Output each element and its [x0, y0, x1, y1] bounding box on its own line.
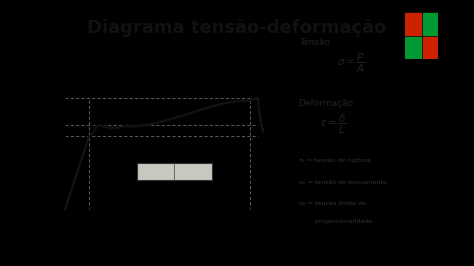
Text: região plástica: região plástica [146, 227, 192, 233]
Text: região
elástica: região elástica [65, 227, 89, 238]
Text: Deformação: Deformação [299, 99, 354, 109]
Text: $\delta$: $\delta$ [196, 192, 203, 203]
Text: σᵣ = tensão de ruptura: σᵣ = tensão de ruptura [299, 158, 370, 163]
Text: $\sigma_r$: $\sigma_r$ [48, 93, 58, 103]
Text: O: O [53, 212, 60, 221]
Text: B: B [100, 114, 105, 123]
Text: σₚ = tensão limite de: σₚ = tensão limite de [299, 201, 365, 206]
Bar [422, 13, 438, 35]
Bar [405, 38, 420, 60]
Bar [422, 38, 438, 60]
Text: $\sigma_e$: $\sigma_e$ [48, 120, 58, 130]
Text: Tensão: Tensão [299, 38, 329, 47]
Text: L: L [165, 192, 170, 201]
Text: $\sigma = \dfrac{P}{A}$: $\sigma = \dfrac{P}{A}$ [337, 52, 365, 75]
Text: $\sigma_p$: $\sigma_p$ [48, 130, 58, 142]
Text: A: A [90, 124, 95, 133]
Text: $\varepsilon_r$: $\varepsilon_r$ [245, 218, 254, 228]
Text: C: C [122, 115, 127, 124]
Text: $\sigma$: $\sigma$ [53, 57, 63, 70]
Text: proporcionalidade: proporcionalidade [299, 219, 372, 225]
Text: $\varepsilon$: $\varepsilon$ [288, 214, 297, 227]
Bar [137, 163, 212, 180]
Text: E: E [259, 87, 264, 96]
Text: Diagrama tensão-deformação: Diagrama tensão-deformação [87, 19, 387, 37]
Text: escoamento: escoamento [92, 102, 135, 108]
Text: P: P [111, 161, 116, 170]
Bar [405, 13, 420, 35]
Text: σₑ = tensão de escoamento: σₑ = tensão de escoamento [299, 180, 386, 185]
Text: $\varepsilon = \dfrac{\delta}{L}$: $\varepsilon = \dfrac{\delta}{L}$ [320, 113, 346, 136]
Text: D: D [250, 91, 256, 100]
Text: $\varepsilon_p$: $\varepsilon_p$ [84, 218, 94, 229]
Text: P: P [233, 161, 237, 170]
